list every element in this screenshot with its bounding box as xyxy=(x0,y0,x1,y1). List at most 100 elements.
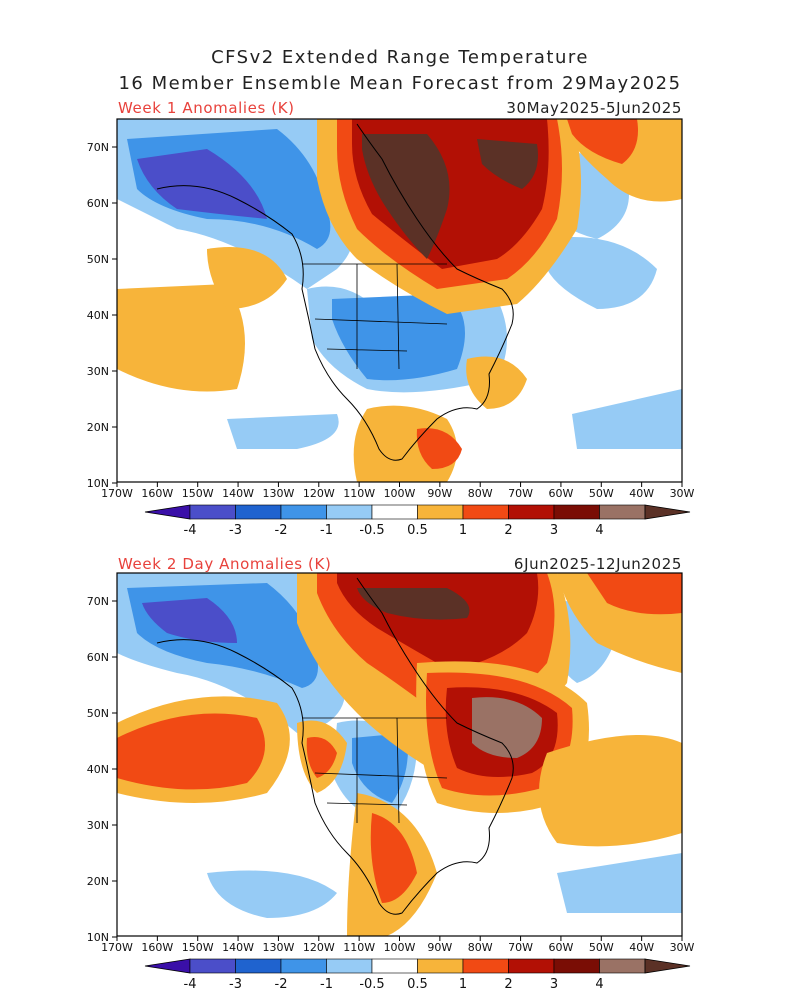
colorbar-segment xyxy=(553,958,600,974)
colorbar-label: 4 xyxy=(595,977,603,992)
state-borders xyxy=(302,263,448,370)
colorbar-label: -1 xyxy=(320,977,333,992)
colorbar-label: 2 xyxy=(504,523,512,538)
anomaly-contour xyxy=(227,414,339,449)
colorbar-segment xyxy=(599,504,646,520)
chart-title-line2: 16 Member Ensemble Mean Forecast from 29… xyxy=(118,73,682,94)
colorbar-segment xyxy=(417,958,464,974)
anomaly-contour xyxy=(567,119,638,164)
lon-label: 170W xyxy=(101,487,133,500)
lon-label: 70W xyxy=(508,941,533,954)
lon-label: 100W xyxy=(384,487,416,500)
colorbar-label: -2 xyxy=(275,523,288,538)
anomaly-contour xyxy=(472,697,542,758)
colorbar-arrow-left xyxy=(144,958,191,974)
colorbar-label: 3 xyxy=(550,977,558,992)
state-borders xyxy=(302,717,448,824)
coastline xyxy=(156,123,514,461)
lat-label: 30N xyxy=(87,365,109,378)
lon-label: 40W xyxy=(629,941,654,954)
colorbar-label: -0.5 xyxy=(359,523,384,538)
anomaly-contour xyxy=(572,389,682,449)
panel2-dates: 6Jun2025-12Jun2025 xyxy=(513,555,682,573)
colorbar-arrow-right xyxy=(644,958,691,974)
colorbar-segment xyxy=(189,958,236,974)
anomaly-contour xyxy=(117,284,245,392)
colorbar-segment xyxy=(326,958,373,974)
anomaly-contour xyxy=(352,733,408,803)
lat-label: 10N xyxy=(87,931,109,944)
anomaly-contour xyxy=(117,713,265,790)
anomaly-contour xyxy=(539,735,682,847)
colorbar-segment xyxy=(189,504,236,520)
lat-label: 10N xyxy=(87,477,109,490)
lon-label: 60W xyxy=(548,941,573,954)
anomaly-contour xyxy=(547,237,657,309)
lon-label: 110W xyxy=(343,487,375,500)
lon-label: 120W xyxy=(303,487,335,500)
colorbar-label: -4 xyxy=(184,977,197,992)
anomaly-contour xyxy=(137,149,267,219)
lon-label: 80W xyxy=(468,487,493,500)
colorbar-2: -4 -3 -2 -1 -0.5 0.5 1 2 3 4 xyxy=(144,958,691,992)
lat-label: 30N xyxy=(87,819,109,832)
lat-label: 20N xyxy=(87,875,109,888)
lat-label: 60N xyxy=(87,651,109,664)
lon-label: 30W xyxy=(670,487,695,500)
colorbar-arrow-right xyxy=(644,504,691,520)
anomaly-contour xyxy=(306,737,337,778)
anomaly-contour xyxy=(557,853,682,913)
lat-label: 50N xyxy=(87,253,109,266)
anomaly-contour xyxy=(466,356,527,409)
lon-label: 160W xyxy=(141,941,173,954)
lat-label: 60N xyxy=(87,197,109,210)
colorbar-segment xyxy=(280,504,327,520)
lon-label: 150W xyxy=(182,487,214,500)
colorbar-label: 3 xyxy=(550,523,558,538)
lon-label: 100W xyxy=(384,941,416,954)
colorbar-segment xyxy=(371,958,418,974)
lat-label: 50N xyxy=(87,707,109,720)
colorbar-label: 2 xyxy=(504,977,512,992)
lon-label: 30W xyxy=(670,941,695,954)
lat-label: 20N xyxy=(87,421,109,434)
lat-label: 70N xyxy=(87,595,109,608)
colorbar-arrow-left xyxy=(144,504,191,520)
lon-label: 80W xyxy=(468,941,493,954)
colorbar-segment xyxy=(280,958,327,974)
lon-label: 130W xyxy=(262,487,294,500)
colorbar-segment xyxy=(508,958,555,974)
lon-label: 170W xyxy=(101,941,133,954)
colorbar-label: 1 xyxy=(459,977,467,992)
anomaly-contour xyxy=(587,573,682,615)
lon-label: 70W xyxy=(508,487,533,500)
anomaly-contour xyxy=(207,247,287,309)
lat-label: 40N xyxy=(87,309,109,322)
colorbar-segment xyxy=(462,958,509,974)
colorbar-label: 4 xyxy=(595,523,603,538)
colorbar-segment xyxy=(417,504,464,520)
colorbar-1: -4 -3 -2 -1 -0.5 0.5 1 2 3 4 xyxy=(144,504,691,538)
panel2-label: Week 2 Day Anomalies (K) xyxy=(118,555,332,573)
lon-label: 110W xyxy=(343,941,375,954)
colorbar-label: 0.5 xyxy=(407,523,428,538)
colorbar-segment xyxy=(599,958,646,974)
colorbar-segment xyxy=(235,958,282,974)
colorbar-label: -3 xyxy=(229,977,242,992)
coastline xyxy=(156,577,514,915)
lon-label: 90W xyxy=(427,941,452,954)
lon-label: 90W xyxy=(427,487,452,500)
colorbar-segment xyxy=(371,504,418,520)
lon-label: 50W xyxy=(589,941,614,954)
lon-label: 120W xyxy=(303,941,335,954)
lon-label: 150W xyxy=(182,941,214,954)
lon-label: 140W xyxy=(222,941,254,954)
colorbar-label: -0.5 xyxy=(359,977,384,992)
colorbar-label: 0.5 xyxy=(407,977,428,992)
anomaly-contour xyxy=(362,134,450,259)
anomaly-contour xyxy=(357,588,470,620)
colorbar-segment xyxy=(553,504,600,520)
anomaly-contour xyxy=(142,598,237,643)
anomaly-contour xyxy=(207,870,337,918)
